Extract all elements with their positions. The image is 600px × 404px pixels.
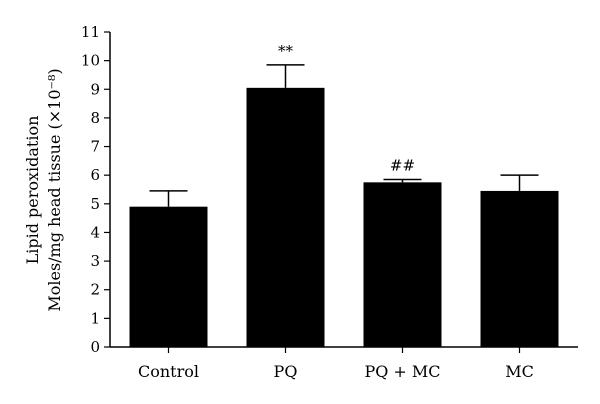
y-tick-label: 9 — [90, 80, 100, 98]
bar — [480, 190, 559, 347]
bars — [129, 87, 559, 347]
significance-marker: ** — [278, 42, 294, 60]
y-tick-label: 3 — [90, 252, 100, 270]
y-tick-label: 6 — [90, 166, 100, 184]
labels: Control PQ ** PQ + MC ## MC — [138, 42, 534, 381]
y-axis-title-line-2: Moles/mg head tissue (×10⁻⁸) — [45, 68, 64, 311]
y-tick-label: 1 — [90, 309, 100, 327]
significance-marker: ## — [390, 156, 415, 174]
y-tick-label: 8 — [90, 109, 100, 127]
bar — [363, 182, 442, 347]
y-tick-label: 5 — [90, 195, 100, 213]
x-tick-label: PQ + MC — [364, 362, 440, 381]
y-axis-title: Lipid peroxidation Moles/mg head tissue … — [23, 68, 64, 311]
y-tick-label: 10 — [81, 52, 100, 70]
bar — [129, 206, 208, 347]
bar — [246, 87, 325, 347]
x-tick-label: PQ — [274, 362, 298, 381]
y-tick-label: 7 — [90, 138, 100, 156]
x-tick-label: MC — [505, 362, 534, 381]
error-bars — [149, 64, 539, 207]
y-tick-label: 11 — [81, 23, 100, 41]
x-tick-label: Control — [138, 362, 199, 381]
y-axis-title-line-1: Lipid peroxidation — [23, 116, 42, 265]
y-tick-label: 0 — [90, 338, 100, 356]
y-tick-label: 2 — [90, 281, 100, 299]
y-tick-label: 4 — [90, 223, 100, 241]
